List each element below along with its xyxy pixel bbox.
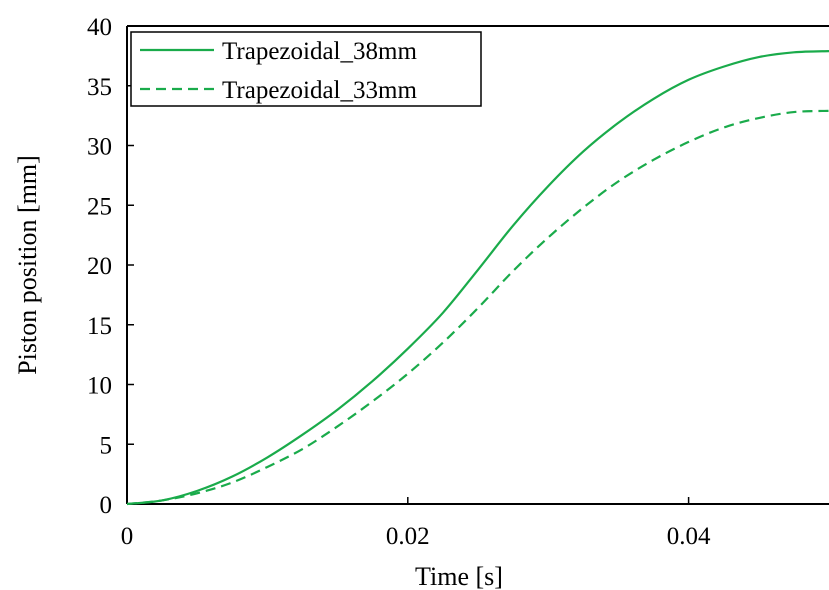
x-tick-label: 0.04 bbox=[667, 523, 711, 550]
legend: Trapezoidal_38mm Trapezoidal_33mm bbox=[130, 31, 482, 107]
x-axis: 0 0.02 0.04 bbox=[121, 497, 711, 550]
series-line-1 bbox=[126, 49, 829, 506]
y-axis: 0 5 10 15 20 25 30 35 40 bbox=[87, 14, 134, 519]
series-line-2 bbox=[126, 109, 829, 506]
y-tick-label: 35 bbox=[87, 74, 112, 101]
y-tick-label: 15 bbox=[87, 313, 112, 340]
y-tick-label: 20 bbox=[87, 253, 112, 280]
x-tick-label: 0.02 bbox=[386, 523, 430, 550]
x-axis-title: Time [s] bbox=[415, 562, 503, 590]
y-tick-label: 40 bbox=[87, 14, 112, 41]
y-tick-label: 30 bbox=[87, 134, 112, 161]
y-axis-title: Piston position [mm] bbox=[13, 155, 42, 375]
legend-box bbox=[130, 31, 482, 107]
y-tick-label: 0 bbox=[100, 492, 113, 519]
y-tick-label: 10 bbox=[87, 373, 112, 400]
series-lines bbox=[126, 49, 829, 506]
y-tick-label: 5 bbox=[100, 432, 113, 459]
x-tick-label: 0 bbox=[121, 523, 134, 550]
legend-label-series-1: Trapezoidal_38mm bbox=[222, 38, 417, 65]
y-tick-label: 25 bbox=[87, 193, 112, 220]
legend-label-series-2: Trapezoidal_33mm bbox=[222, 77, 417, 104]
